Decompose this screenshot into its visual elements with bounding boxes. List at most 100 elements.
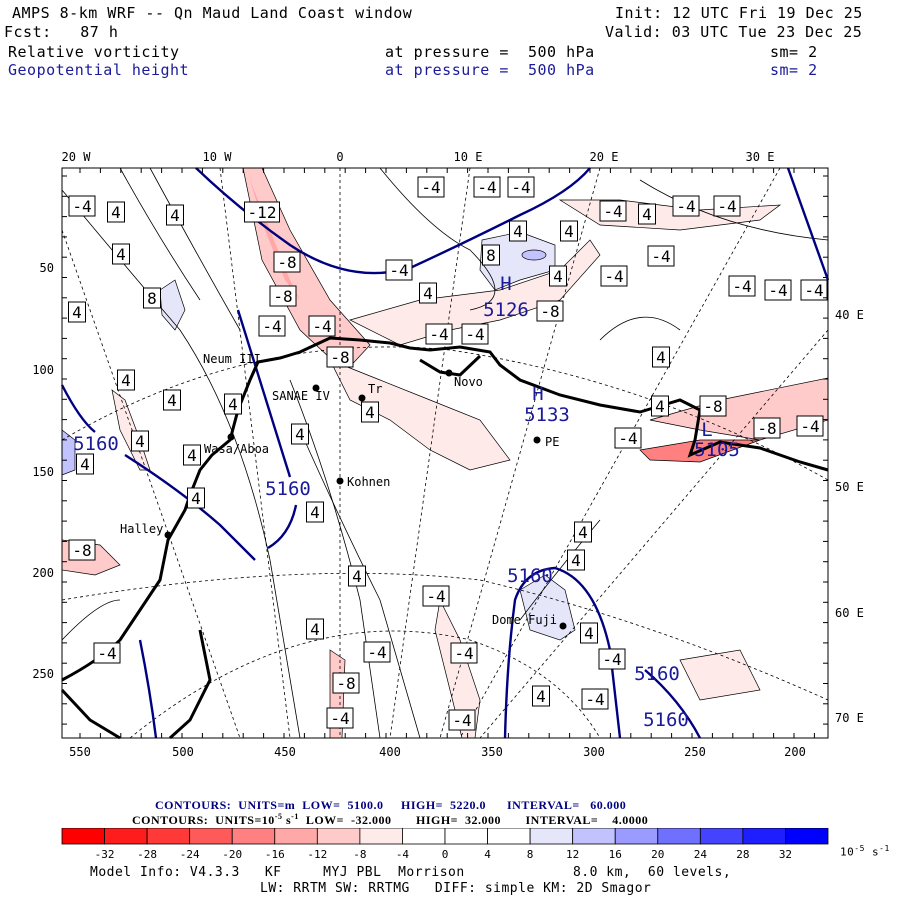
contour-label-text: -4 <box>452 711 471 730</box>
contour-label: 4 <box>560 220 578 242</box>
contour-label-text: 4 <box>116 245 126 264</box>
contour-label: -4 <box>581 688 609 710</box>
units-exp: -5 <box>854 844 865 853</box>
contour-label: -8 <box>536 300 564 322</box>
contour-label-box <box>651 395 669 417</box>
contour-label-text: 4 <box>167 391 177 410</box>
contour-label-text: 4 <box>310 620 320 639</box>
colorbar-tick-label: -16 <box>265 848 285 861</box>
contour-label-text: -4 <box>426 587 445 606</box>
station-label: Novo <box>454 375 483 389</box>
contour-label: 4 <box>76 453 94 475</box>
contour-label-box <box>509 220 527 242</box>
contour-label: 4 <box>567 549 585 571</box>
colorbar-tick-label: -4 <box>396 848 410 861</box>
contour-label-text: -4 <box>454 644 473 663</box>
right-axis-label: 70 E <box>835 711 864 725</box>
contour-label-text: -4 <box>429 325 448 344</box>
station-label: SANAE IV <box>272 389 330 403</box>
contour-label: -4 <box>614 427 642 449</box>
colorbar-swatch <box>529 828 574 845</box>
vort-info-tail: LOW= -32.000 HIGH= 32.000 INTERVAL= 4.00… <box>298 813 649 827</box>
contour-label-box <box>672 195 700 217</box>
forecast-hour: Fcst: 87 h <box>4 23 119 41</box>
vort-info-s: s <box>282 813 292 827</box>
meridian <box>459 167 781 739</box>
station-markers <box>164 369 567 630</box>
contour-label: 8 <box>143 287 161 309</box>
contour-label: -4 <box>672 195 700 217</box>
contour-label-text: 4 <box>121 371 131 390</box>
height-label: 5160 <box>507 565 553 587</box>
contour-label-text: 4 <box>72 303 82 322</box>
station-dot <box>445 369 453 377</box>
contour-label-text: 4 <box>295 425 305 444</box>
contour-label: 4 <box>361 401 379 423</box>
physics-info: LW: RRTM SW: RRTMG DIFF: simple KM: 2D S… <box>260 881 652 896</box>
contour-label-text: -4 <box>72 197 91 216</box>
colorbar-swatch <box>487 828 531 845</box>
contour-label-box <box>166 204 184 226</box>
contour-label-text: -8 <box>540 302 559 321</box>
top-axis-label: 30 E <box>746 150 775 164</box>
contour-label-text: -8 <box>72 541 91 560</box>
station-dot <box>559 622 567 630</box>
contour-label-text: -4 <box>676 197 695 216</box>
contour-label-box <box>574 521 592 543</box>
colorbar-swatch <box>189 828 233 845</box>
field2-name: Geopotential height <box>8 61 190 79</box>
contour-label-box <box>244 201 280 223</box>
colorbar-tick-label: 16 <box>609 848 622 861</box>
height-labels: 5126 5133 5105 5160 5160 5160 5160 5160 H H L <box>73 273 740 731</box>
left-axis-label: 250 <box>32 667 54 681</box>
height-label: 5160 <box>265 478 311 500</box>
contour-label: -4 <box>385 259 413 281</box>
contour-label-box <box>600 265 628 287</box>
contour-label-text: -4 <box>421 178 440 197</box>
contour-label-text: -8 <box>330 348 349 367</box>
colorbar-tick-label: -28 <box>137 848 157 861</box>
bottom-axis-label: 450 <box>274 745 296 759</box>
contour-label-text: -4 <box>603 202 622 221</box>
model-info: Model Info: V4.3.3 KF MYJ PBL Morrison 8… <box>90 865 732 880</box>
contour-label: -4 <box>326 707 354 729</box>
colorbar-swatch <box>657 828 701 845</box>
plot-title: AMPS 8-km WRF -- Qn Maud Land Coast wind… <box>12 4 413 22</box>
latitude-circle <box>129 630 601 739</box>
contour-label: 4 <box>183 444 201 466</box>
colorbar-tick-label: -8 <box>353 848 366 861</box>
bottom-axis-label: 500 <box>172 745 194 759</box>
map-frame <box>61 167 829 739</box>
contour-label-text: -4 <box>97 644 116 663</box>
contour-label-box <box>183 444 201 466</box>
colorbar-swatch <box>274 828 318 845</box>
station-dot <box>336 477 344 485</box>
contour-label-text: -4 <box>618 429 637 448</box>
height-label: 5160 <box>643 709 689 731</box>
contour-label: 4 <box>163 389 181 411</box>
station-label: Dome Fuji <box>492 613 557 627</box>
bottom-axis-label: 250 <box>684 745 706 759</box>
contour-label: -4 <box>713 195 741 217</box>
contour-label-text: 4 <box>187 446 197 465</box>
contour-label-box <box>713 195 741 217</box>
top-axis-label: 10 W <box>203 150 233 164</box>
contour-label-text: -4 <box>768 281 787 300</box>
contour-label: 4 <box>187 487 205 509</box>
top-axis-label: 20 W <box>62 150 92 164</box>
height-label: 5160 <box>73 433 119 455</box>
colorbar-swatch <box>359 828 403 845</box>
contour-label-text: -8 <box>757 419 776 438</box>
contour-label-text: 4 <box>170 206 180 225</box>
contour-label-box <box>273 251 301 273</box>
vort-info-exp2: -1 <box>291 812 299 821</box>
contour-label-box <box>417 176 445 198</box>
contour-label-box <box>68 301 86 323</box>
colorbar-tick-label: 4 <box>484 848 491 861</box>
contour-label-text: 4 <box>655 397 665 416</box>
contour-label-text: 4 <box>536 687 546 706</box>
contour-label-box <box>269 285 297 307</box>
contour-label-text: -4 <box>585 690 604 709</box>
station-label: Neum III <box>203 352 261 366</box>
